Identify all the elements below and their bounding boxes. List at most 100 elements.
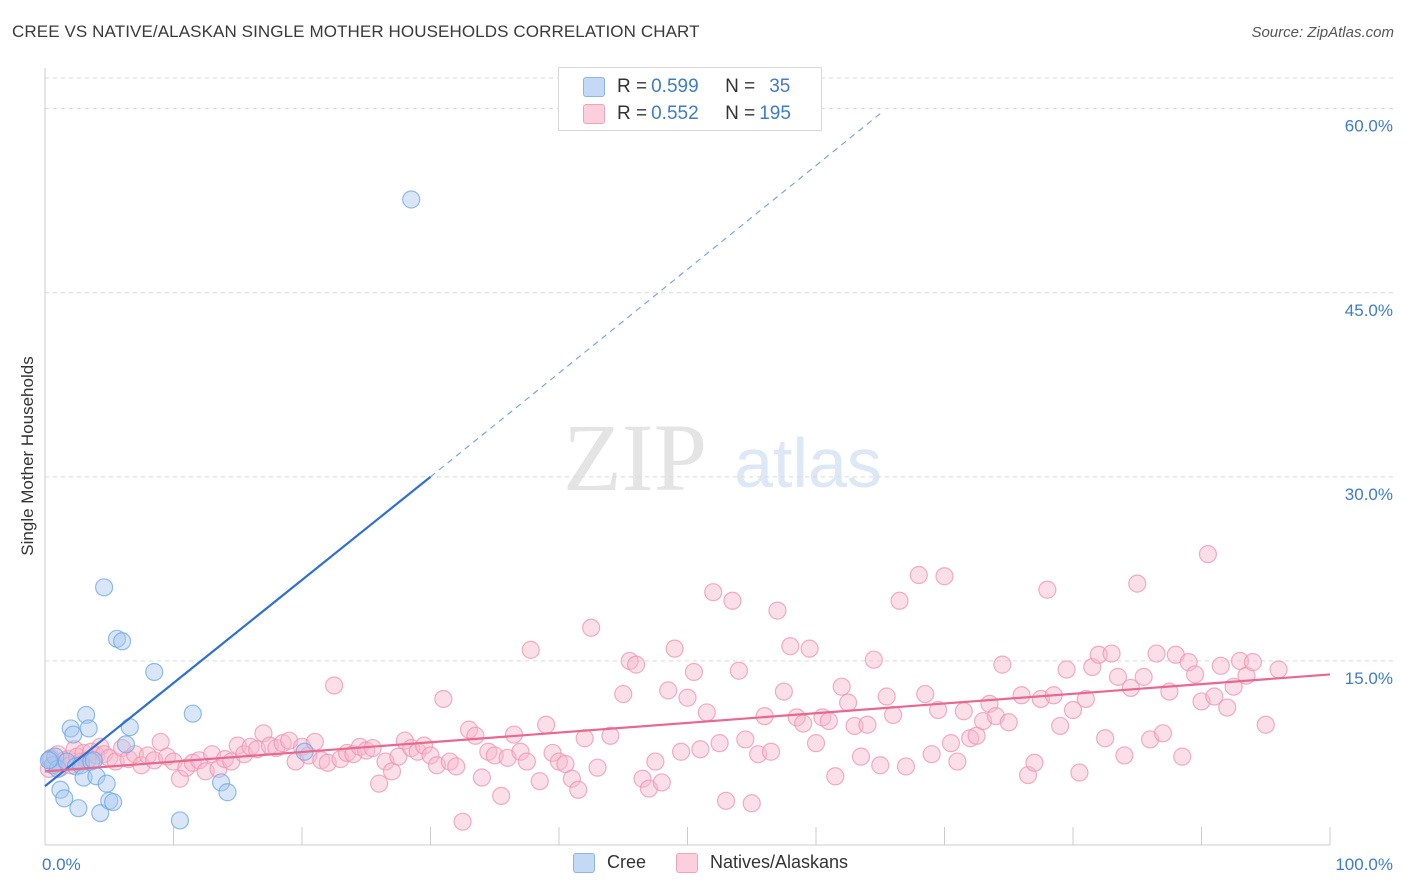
y-tick-label: 45.0% — [1345, 301, 1393, 320]
natives-point — [466, 726, 485, 745]
cree-point — [39, 751, 58, 770]
natives-point — [1108, 667, 1128, 686]
natives-point — [614, 684, 633, 704]
natives-point — [935, 567, 954, 586]
bottom-legend-swatch-natives — [676, 852, 698, 873]
natives-point — [839, 693, 858, 712]
natives-point — [1269, 660, 1288, 679]
natives-point — [697, 703, 716, 722]
source-label: Source: ZipAtlas.com — [1251, 24, 1394, 41]
natives-point — [601, 726, 620, 745]
natives-point — [806, 734, 826, 753]
cree-point — [79, 719, 98, 738]
natives-point — [170, 769, 190, 788]
y-tick-label: 15.0% — [1345, 669, 1393, 688]
cree-point — [170, 811, 190, 830]
natives-point — [710, 734, 729, 753]
trend-lines — [44, 113, 1331, 787]
natives-point — [1218, 698, 1237, 717]
natives-point — [511, 742, 530, 761]
natives-point — [781, 637, 800, 656]
natives-point — [954, 702, 973, 721]
natives-trend-line — [44, 673, 1331, 773]
natives-point — [646, 752, 665, 771]
bottom-legend-cree: Cree — [573, 852, 646, 873]
natives-point — [800, 639, 819, 658]
cree-point — [55, 789, 74, 808]
cree-point — [77, 705, 96, 725]
natives-point — [704, 583, 723, 602]
natives-point — [948, 752, 967, 771]
cree-trend-line — [44, 475, 432, 787]
bottom-legend-label-natives: Natives/Alaskans — [710, 852, 849, 872]
natives-point — [569, 780, 588, 799]
natives-point — [678, 688, 697, 707]
natives-point — [671, 742, 691, 761]
natives-point — [684, 662, 704, 682]
legend-n-value: 195 — [759, 103, 791, 124]
cree-point — [145, 662, 164, 682]
natives-point — [883, 705, 903, 725]
natives-point — [472, 768, 491, 787]
natives-point — [928, 700, 948, 720]
natives-point — [922, 745, 941, 764]
natives-point — [588, 758, 607, 777]
natives-point — [1256, 715, 1275, 734]
natives-point — [845, 716, 864, 736]
natives-point — [1134, 667, 1153, 686]
natives-point — [993, 655, 1012, 674]
natives-point — [626, 655, 646, 674]
cree-point — [51, 780, 70, 799]
natives-point — [453, 812, 472, 831]
natives-point — [999, 713, 1018, 732]
legend-row-cree: R = 0.599 N = 35 — [583, 75, 790, 99]
watermark-atlas: atlas — [734, 424, 882, 502]
natives-point — [421, 746, 440, 765]
cree-point — [112, 632, 132, 651]
natives-point — [1038, 580, 1057, 599]
natives-point — [1115, 746, 1134, 765]
natives-point — [1153, 724, 1173, 743]
cree-point — [64, 725, 83, 744]
natives-point — [325, 676, 344, 695]
natives-point — [1147, 644, 1166, 663]
natives-point — [768, 601, 787, 620]
cree-point — [218, 783, 237, 802]
gridlines — [45, 77, 1395, 662]
natives-point — [871, 756, 890, 775]
cree-trend-extension — [430, 113, 881, 478]
natives-point — [582, 618, 601, 637]
legend-r-value: 0.552 — [651, 103, 699, 124]
bottom-legend-natives: Natives/Alaskans — [676, 852, 848, 873]
natives-point — [877, 687, 896, 706]
natives-point — [575, 729, 594, 748]
natives-point — [1025, 753, 1044, 772]
bottom-legend-swatch-cree — [573, 852, 595, 873]
natives-point — [736, 730, 755, 749]
natives-point — [434, 689, 453, 709]
tick-labels: 15.0% 30.0% 45.0% 60.0% 0.0% 100.0% — [42, 117, 1393, 874]
natives-point — [1102, 644, 1121, 663]
natives-point — [1185, 665, 1205, 684]
axes — [44, 68, 1331, 846]
natives-point — [1198, 545, 1218, 564]
legend-swatch-cree — [583, 77, 605, 97]
natives-point — [517, 752, 536, 771]
natives-point — [896, 757, 916, 776]
legend-r-label: R = — [617, 76, 648, 97]
x-tick-label: 100.0% — [1335, 855, 1393, 874]
natives-point — [537, 715, 556, 734]
natives-point — [890, 591, 909, 610]
natives-point — [1089, 645, 1108, 664]
natives-point — [826, 767, 845, 786]
cree-point — [84, 751, 103, 770]
natives-point — [1243, 653, 1263, 672]
data-points — [39, 190, 1288, 831]
bottom-legend-label-cree: Cree — [607, 852, 647, 872]
natives-point — [521, 640, 540, 659]
natives-point — [633, 769, 652, 788]
natives-point — [1012, 686, 1031, 705]
natives-point — [562, 769, 581, 788]
natives-point — [530, 772, 549, 791]
